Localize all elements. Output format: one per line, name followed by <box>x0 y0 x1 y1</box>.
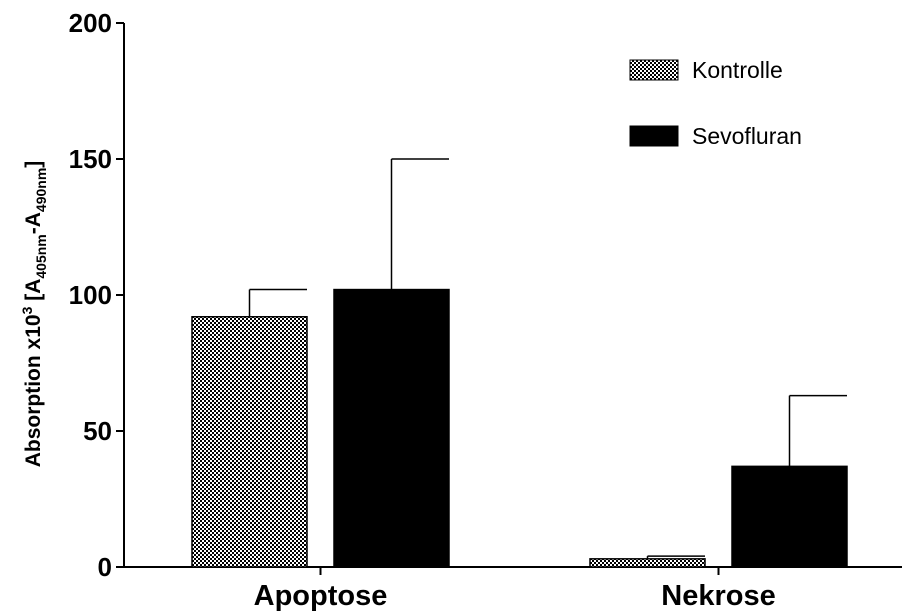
legend: Kontrolle Sevofluran <box>629 57 802 149</box>
y-tick-label: 150 <box>69 144 112 174</box>
x-category-label: Apoptose <box>254 580 388 611</box>
bar-kontrolle-apoptose <box>191 316 308 568</box>
bars-group <box>191 288 848 568</box>
error-bars-group <box>248 158 847 559</box>
x-category-label: Nekrose <box>661 580 775 611</box>
legend-swatch-sevofluran <box>629 125 679 147</box>
bar-kontrolle-nekrose <box>589 558 706 568</box>
y-tick-label: 0 <box>98 552 112 582</box>
legend-swatch-kontrolle <box>629 59 679 81</box>
legend-label-sevofluran: Sevofluran <box>692 123 802 149</box>
y-tick-label: 200 <box>69 8 112 38</box>
bar-sevofluran-apoptose <box>333 288 450 568</box>
legend-label-kontrolle: Kontrolle <box>692 57 783 83</box>
y-axis-label: Absorption x103 [A405nm-A490nm] <box>19 161 49 468</box>
y-tick-label: 50 <box>83 416 112 446</box>
y-tick-label: 100 <box>69 280 112 310</box>
x-category-labels: Apoptose Nekrose <box>254 580 776 611</box>
bar-sevofluran-nekrose <box>731 465 848 568</box>
y-tick-labels: 0 50 100 150 200 <box>69 8 112 582</box>
